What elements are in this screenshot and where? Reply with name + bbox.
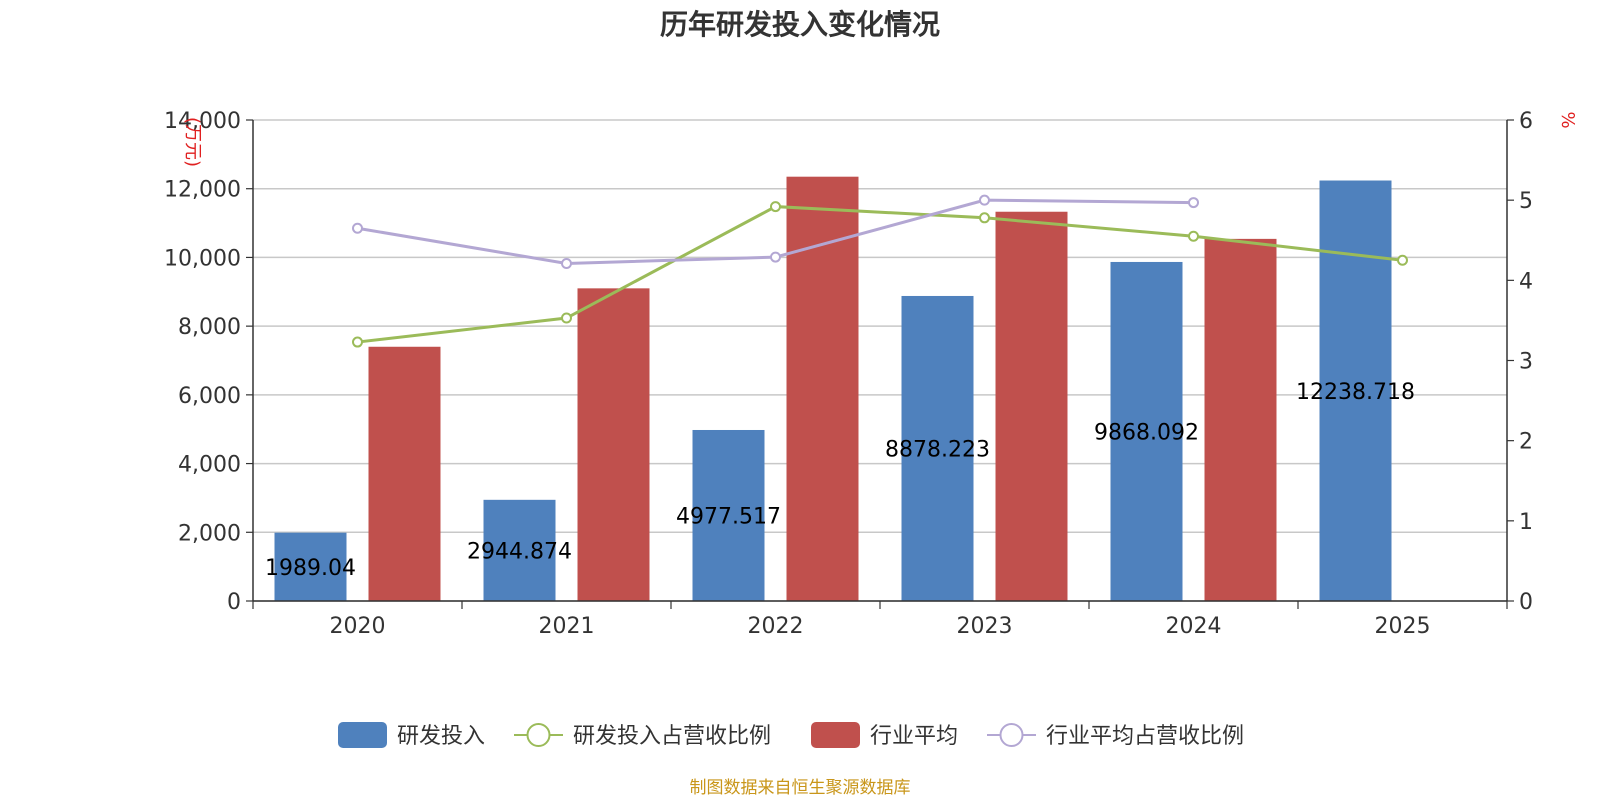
bar-value-label: 8878.223 <box>885 437 990 462</box>
left-tick-label: 2,000 <box>178 521 241 546</box>
bar-value-label: 1989.04 <box>265 556 356 581</box>
x-tick-label: 2025 <box>1375 614 1431 639</box>
legend-marker-研发投入占营收比例 <box>526 723 551 747</box>
bar-value-label: 4977.517 <box>676 504 781 529</box>
source-note: 制图数据来自恒生聚源数据库 <box>690 778 911 798</box>
right-tick-label: 1 <box>1519 510 1533 535</box>
legend-label: 行业平均占营收比例 <box>1046 724 1244 749</box>
left-tick-label: 6,000 <box>178 384 241 409</box>
legend-label: 研发投入 <box>397 724 485 749</box>
left-tick-label: 4,000 <box>178 453 241 478</box>
bar-研发投入-2024 <box>1110 261 1183 601</box>
legend-swatch-研发投入 <box>338 722 387 748</box>
left-axis-unit: (万元) <box>182 117 203 167</box>
data-labels: 1989.04 2944.874 4977.517 8878.223 9868.092 1… <box>265 380 1415 581</box>
bar-研发投入-2023 <box>901 295 974 601</box>
legend: 研发投入 研发投入占营收比例 行业平均 行业平均占营收比例 <box>338 722 1244 749</box>
x-tick-label: 2020 <box>330 614 386 639</box>
bar-研发投入-2021 <box>483 499 556 601</box>
point-研发投入占营收比例 <box>561 312 572 324</box>
bar-研发投入-2022 <box>692 429 765 601</box>
left-tick-label: 8,000 <box>178 315 241 340</box>
point-研发投入占营收比例 <box>770 201 781 213</box>
legend-swatch-行业平均 <box>811 722 860 748</box>
point-行业平均占营收比例 <box>561 257 572 269</box>
bar-value-label: 2944.874 <box>467 539 572 564</box>
x-tick-label: 2024 <box>1166 614 1222 639</box>
bar-series <box>274 176 1392 602</box>
right-tick-label: 2 <box>1519 430 1533 455</box>
bar-行业平均-2022 <box>786 176 859 602</box>
bar-行业平均-2023 <box>995 211 1068 601</box>
right-tick-label: 4 <box>1519 269 1533 294</box>
point-研发投入占营收比例 <box>1188 230 1199 242</box>
left-tick-label: 0 <box>227 590 241 615</box>
legend-marker-行业平均占营收比例 <box>999 723 1024 747</box>
x-tick-label: 2022 <box>748 614 804 639</box>
right-tick-label: 5 <box>1519 189 1533 214</box>
point-研发投入占营收比例 <box>1397 254 1408 266</box>
right-axis-unit: % <box>1557 111 1578 128</box>
bar-value-label: 9868.092 <box>1094 420 1199 445</box>
right-tick-label: 6 <box>1519 109 1533 134</box>
right-tick-label: 0 <box>1519 590 1533 615</box>
point-行业平均占营收比例 <box>352 222 363 234</box>
point-行业平均占营收比例 <box>770 251 781 263</box>
axes: 0 2,000 4,000 6,000 8,000 10,000 12,000 14,000 0… <box>164 109 1533 639</box>
gridlines <box>253 119 1507 602</box>
point-行业平均占营收比例 <box>1188 197 1199 209</box>
left-tick-label: 10,000 <box>164 246 241 271</box>
left-tick-label: 12,000 <box>164 178 241 203</box>
point-研发投入占营收比例 <box>352 336 363 348</box>
legend-label: 研发投入占营收比例 <box>573 724 771 749</box>
line-series <box>352 194 1408 348</box>
bar-行业平均-2021 <box>577 288 650 601</box>
line-研发投入占营收比例 <box>357 205 1403 344</box>
chart-title: 历年研发投入变化情况 <box>660 8 940 41</box>
bar-研发投入-2020 <box>274 532 347 601</box>
legend-label: 行业平均 <box>870 724 958 749</box>
x-tick-label: 2021 <box>539 614 595 639</box>
bar-value-label: 12238.718 <box>1296 380 1415 405</box>
point-行业平均占营收比例 <box>979 194 990 206</box>
bar-行业平均-2020 <box>368 346 441 601</box>
left-tick-label: 14,000 <box>164 109 241 134</box>
x-tick-label: 2023 <box>957 614 1013 639</box>
bar-行业平均-2024 <box>1204 238 1277 601</box>
bar-研发投入-2025 <box>1319 180 1392 601</box>
point-研发投入占营收比例 <box>979 212 990 224</box>
right-tick-label: 3 <box>1519 350 1533 375</box>
